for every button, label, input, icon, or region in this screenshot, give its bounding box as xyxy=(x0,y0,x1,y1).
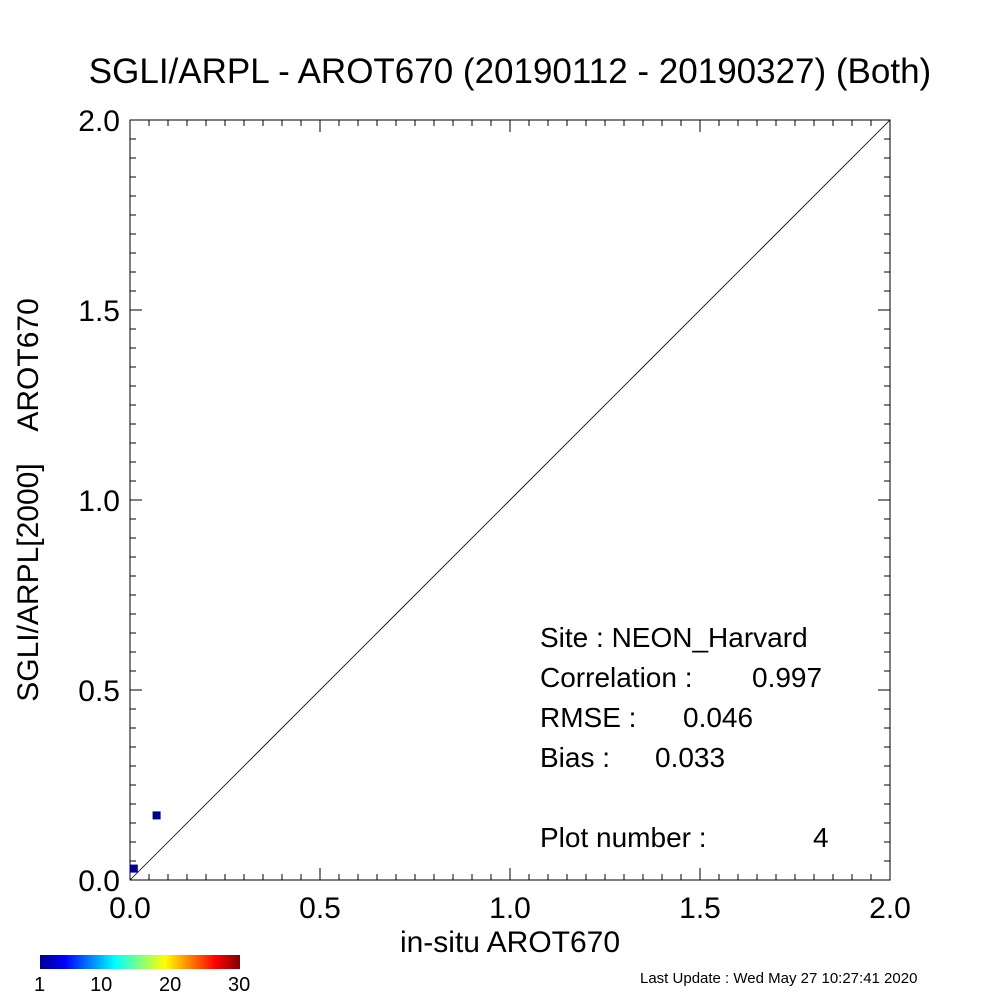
y-tick-label: 0.0 xyxy=(78,865,120,898)
colorbar xyxy=(40,955,240,969)
y-tick-label: 2.0 xyxy=(78,105,120,138)
axis-ticks xyxy=(129,119,891,881)
colorbar-tick-label: 30 xyxy=(228,974,251,996)
rmse-value: 0.046 xyxy=(683,702,754,733)
data-point xyxy=(152,811,161,820)
x-tick-label: 0.5 xyxy=(299,892,341,925)
correlation-value: 0.997 xyxy=(752,662,823,693)
x-tick-label: 1.0 xyxy=(489,892,531,925)
x-axis-label: in-situ AROT670 xyxy=(400,926,620,959)
y-tick-label: 1.0 xyxy=(78,485,120,518)
last-update: Last Update : Wed May 27 10:27:41 2020 xyxy=(640,970,918,987)
bias-label: Bias : xyxy=(540,742,611,773)
data-points xyxy=(129,811,161,873)
x-tick-label: 2.0 xyxy=(869,892,911,925)
colorbar-tick-label: 10 xyxy=(90,974,113,996)
colorbar-tick-label: 20 xyxy=(159,974,182,996)
correlation-label: Correlation : xyxy=(540,662,693,693)
plot-number-value: 4 xyxy=(813,822,829,853)
site-label: Site : NEON_Harvard xyxy=(540,622,808,653)
bias-value: 0.033 xyxy=(655,742,726,773)
colorbar-tick-label: 1 xyxy=(34,974,46,996)
rmse-label: RMSE : xyxy=(540,702,637,733)
y-tick-label: 0.5 xyxy=(78,675,120,708)
one-to-one-line xyxy=(129,119,891,881)
plot-number-label: Plot number : xyxy=(540,822,707,853)
x-tick-label: 1.5 xyxy=(679,892,721,925)
chart-title: SGLI/ARPL - AROT670 (20190112 - 20190327… xyxy=(88,52,932,91)
data-point xyxy=(129,864,138,873)
x-tick-label: 0.0 xyxy=(109,892,151,925)
y-axis-label: SGLI/ARPL[2000] AROT670 xyxy=(12,298,45,702)
axis-tick-labels: 0.0 0.5 1.0 1.5 2.0 0.0 0.5 1.0 1.5 2.0 xyxy=(78,105,911,925)
y-tick-label: 1.5 xyxy=(78,295,120,328)
